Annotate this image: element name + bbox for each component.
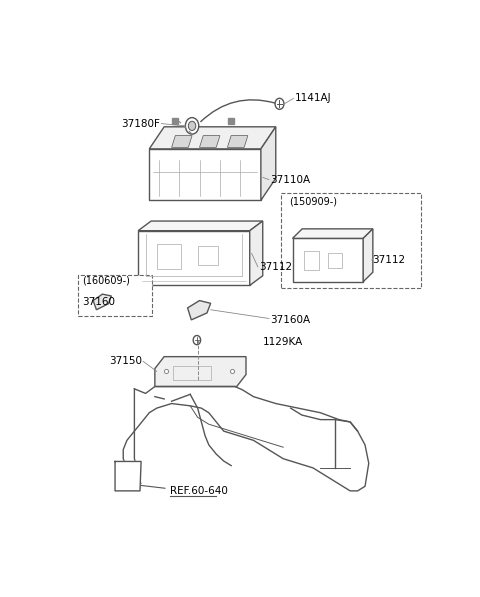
Polygon shape xyxy=(138,221,263,230)
Polygon shape xyxy=(363,229,373,282)
Circle shape xyxy=(188,121,196,131)
Circle shape xyxy=(185,118,199,134)
Text: 37160: 37160 xyxy=(83,297,115,307)
Circle shape xyxy=(193,336,201,344)
Polygon shape xyxy=(250,221,263,285)
Text: 37160A: 37160A xyxy=(270,315,310,325)
Text: 37112: 37112 xyxy=(372,255,406,265)
Polygon shape xyxy=(172,136,192,147)
Bar xyxy=(198,247,218,264)
Polygon shape xyxy=(93,294,111,310)
Polygon shape xyxy=(138,230,250,285)
Text: 37112: 37112 xyxy=(259,262,292,272)
Text: (160609-): (160609-) xyxy=(83,276,130,286)
Polygon shape xyxy=(188,300,211,320)
Bar xyxy=(78,275,152,316)
Bar xyxy=(328,253,342,268)
Bar xyxy=(120,470,132,484)
Text: REF.60-640: REF.60-640 xyxy=(170,486,228,496)
Polygon shape xyxy=(261,127,276,201)
Polygon shape xyxy=(149,149,261,201)
Polygon shape xyxy=(155,356,246,386)
Text: 1129KA: 1129KA xyxy=(263,337,303,347)
Text: 37180F: 37180F xyxy=(121,119,160,128)
Polygon shape xyxy=(228,136,248,147)
Text: 37150: 37150 xyxy=(109,356,142,366)
Bar xyxy=(156,244,181,269)
Polygon shape xyxy=(292,238,363,282)
Circle shape xyxy=(275,99,284,109)
Bar xyxy=(281,193,421,288)
Bar xyxy=(304,251,319,270)
Polygon shape xyxy=(149,127,276,149)
Text: (150909-): (150909-) xyxy=(289,196,337,207)
Text: 1141AJ: 1141AJ xyxy=(294,93,331,103)
Polygon shape xyxy=(292,229,373,238)
Polygon shape xyxy=(200,136,220,147)
Bar xyxy=(173,366,211,380)
Text: 37110A: 37110A xyxy=(270,175,310,184)
Polygon shape xyxy=(115,461,141,491)
